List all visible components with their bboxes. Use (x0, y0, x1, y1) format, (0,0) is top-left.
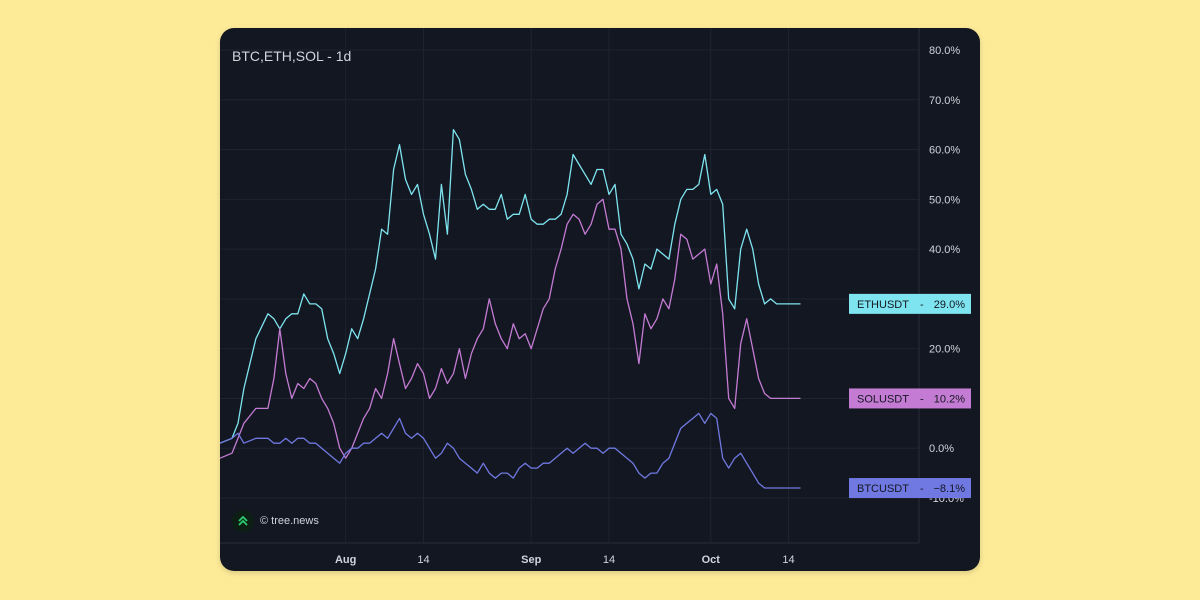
x-tick-label: Oct (702, 554, 721, 566)
series-line-ethusdt (220, 128, 801, 444)
y-tick-label: 50.0% (929, 194, 960, 206)
tag-separator: - (920, 299, 924, 311)
tag-separator: - (920, 483, 924, 495)
y-tick-label: 20.0% (929, 344, 960, 356)
x-tick-label: 14 (603, 554, 615, 566)
chart-title: BTC,ETH,SOL - 1d (232, 48, 352, 64)
y-tick-label: 40.0% (929, 244, 960, 256)
price-tag-bg (849, 293, 971, 314)
series-name-label: SOLUSDT (857, 393, 909, 405)
y-tick-label: 80.0% (929, 45, 960, 57)
tag-separator: - (920, 393, 924, 405)
series-line-btcusdt (220, 412, 801, 489)
grid-lines (220, 28, 919, 543)
watermark-text: © tree.news (260, 515, 319, 527)
price-tag-bg (849, 388, 971, 409)
x-axis-ticks: Aug 14 Sep 14 Oct 14 (335, 554, 795, 566)
last-value-label: 29.0% (934, 299, 965, 311)
last-value-label: 10.2% (934, 393, 965, 405)
y-tick-label: 60.0% (929, 145, 960, 157)
series-group (220, 128, 801, 489)
chart-svg: 80.0%70.0%60.0%50.0%40.0%30.0%20.0%10.0%… (220, 28, 971, 566)
last-value-label: −8.1% (934, 483, 966, 495)
series-name-label: ETHUSDT (857, 299, 909, 311)
y-tick-label: 70.0% (929, 95, 960, 107)
price-tag-bg (849, 478, 971, 499)
x-tick-label: 14 (782, 554, 794, 566)
x-tick-label: Sep (521, 554, 541, 566)
y-tick-label: 0.0% (929, 443, 954, 455)
price-tag-ethusdt: ETHUSDT -29.0% (849, 293, 971, 314)
watermark: © tree.news (232, 510, 319, 532)
price-tag-solusdt: SOLUSDT -10.2% (849, 388, 971, 409)
tree-logo-icon (232, 510, 254, 532)
price-tags: ETHUSDT -29.0%SOLUSDT -10.2%BTCUSDT - −8.1% (849, 293, 971, 499)
series-name-label: BTCUSDT (857, 483, 909, 495)
price-tag-btcusdt: BTCUSDT - −8.1% (849, 478, 971, 499)
x-tick-label: 14 (417, 554, 429, 566)
chart-card: 80.0%70.0%60.0%50.0%40.0%30.0%20.0%10.0%… (220, 28, 980, 571)
x-tick-label: Aug (335, 554, 356, 566)
series-line-solusdt (220, 198, 801, 459)
y-axis-ticks: 80.0%70.0%60.0%50.0%40.0%30.0%20.0%10.0%… (929, 45, 964, 505)
